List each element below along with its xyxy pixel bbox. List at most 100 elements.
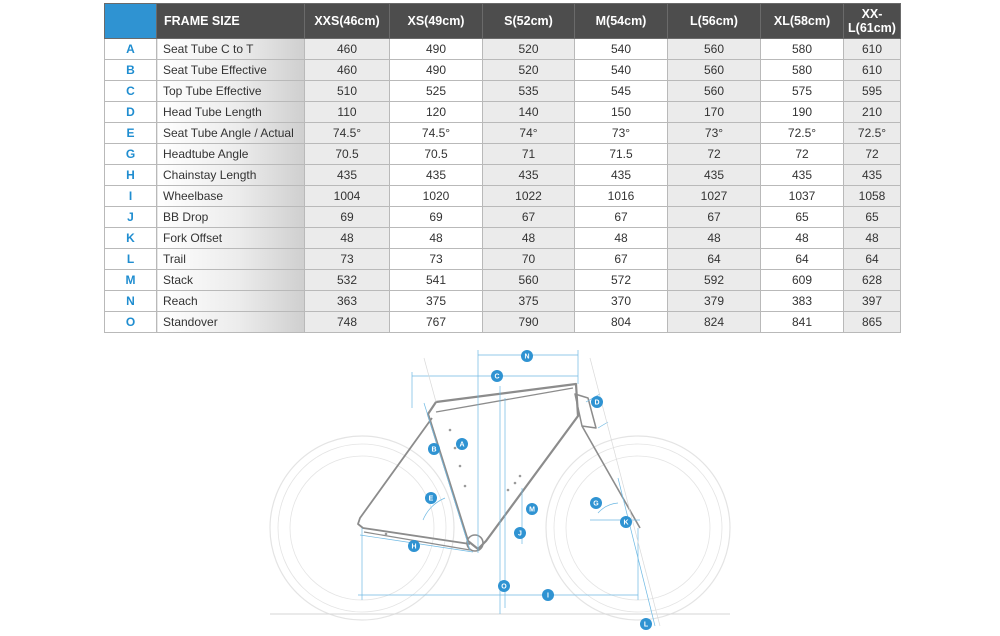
row-label: Standover	[156, 311, 305, 333]
row-letter: A	[104, 38, 157, 60]
row-value: 48	[482, 227, 575, 249]
row-value: 210	[843, 101, 901, 123]
row-value: 67	[482, 206, 575, 228]
row-value: 541	[389, 269, 483, 291]
row-label: Head Tube Length	[156, 101, 305, 123]
row-value: 1037	[760, 185, 844, 207]
row-value: 64	[843, 248, 901, 270]
size-header-l: L(56cm)	[667, 3, 761, 39]
row-value: 397	[843, 290, 901, 312]
size-header-xxl: XX-L(61cm)	[843, 3, 901, 39]
row-value: 510	[304, 80, 390, 102]
row-letter: E	[104, 122, 157, 144]
row-value: 70	[482, 248, 575, 270]
row-value: 460	[304, 59, 390, 81]
row-label: Seat Tube C to T	[156, 38, 305, 60]
row-value: 65	[843, 206, 901, 228]
row-value: 74°	[482, 122, 575, 144]
row-value: 490	[389, 59, 483, 81]
tag-j-label: J	[518, 531, 522, 538]
tag-l: L	[640, 618, 652, 630]
row-value: 74.5°	[304, 122, 390, 144]
row-value: 560	[667, 80, 761, 102]
row-letter: O	[104, 311, 157, 333]
row-value: 48	[304, 227, 390, 249]
row-value: 65	[760, 206, 844, 228]
row-value: 748	[304, 311, 390, 333]
row-value: 69	[304, 206, 390, 228]
row-value: 64	[760, 248, 844, 270]
row-value: 1020	[389, 185, 483, 207]
frame-size-heading: FRAME SIZE	[156, 3, 305, 39]
row-letter: N	[104, 290, 157, 312]
row-value: 72	[667, 143, 761, 165]
row-value: 560	[482, 269, 575, 291]
tag-g-label: G	[593, 501, 599, 508]
row-value: 610	[843, 38, 901, 60]
row-value: 824	[667, 311, 761, 333]
tag-c-label: C	[494, 374, 499, 381]
tag-c: C	[491, 370, 503, 382]
row-value: 767	[389, 311, 483, 333]
row-label: Wheelbase	[156, 185, 305, 207]
row-letter: M	[104, 269, 157, 291]
geometry-row: D Head Tube Length 110 120 140 150 170 190 210	[104, 101, 901, 123]
row-value: 379	[667, 290, 761, 312]
row-value: 190	[760, 101, 844, 123]
row-value: 560	[667, 59, 761, 81]
row-value: 435	[843, 164, 901, 186]
row-value: 540	[574, 59, 668, 81]
tag-i-label: I	[547, 593, 549, 600]
row-value: 74.5°	[389, 122, 483, 144]
geometry-table-body: A Seat Tube C to T 460 490 520 540 560 580 610 B S…	[104, 38, 901, 333]
row-label: Top Tube Effective	[156, 80, 305, 102]
row-value: 804	[574, 311, 668, 333]
row-value: 490	[389, 38, 483, 60]
row-value: 72	[843, 143, 901, 165]
row-value: 370	[574, 290, 668, 312]
tag-n-label: N	[524, 354, 529, 361]
row-value: 120	[389, 101, 483, 123]
size-header-xs: XS(49cm)	[389, 3, 483, 39]
row-value: 48	[760, 227, 844, 249]
tag-h: H	[408, 540, 420, 552]
row-value: 375	[389, 290, 483, 312]
row-value: 580	[760, 38, 844, 60]
row-value: 70.5	[304, 143, 390, 165]
row-value: 1058	[843, 185, 901, 207]
row-value: 71.5	[574, 143, 668, 165]
tag-m: M	[526, 503, 538, 515]
row-value: 110	[304, 101, 390, 123]
row-value: 435	[389, 164, 483, 186]
tag-a-label: A	[459, 442, 464, 449]
tag-b: B	[428, 443, 440, 455]
tag-e-label: E	[429, 496, 434, 503]
size-header-xxs: XXS(46cm)	[304, 3, 390, 39]
row-value: 1004	[304, 185, 390, 207]
row-value: 1027	[667, 185, 761, 207]
row-label: Trail	[156, 248, 305, 270]
row-value: 460	[304, 38, 390, 60]
row-value: 70.5	[389, 143, 483, 165]
row-value: 540	[574, 38, 668, 60]
row-label: Seat Tube Angle / Actual	[156, 122, 305, 144]
row-value: 363	[304, 290, 390, 312]
geometry-row: O Standover 748 767 790 804 824 841 865	[104, 311, 901, 333]
row-value: 1016	[574, 185, 668, 207]
row-value: 435	[574, 164, 668, 186]
row-value: 628	[843, 269, 901, 291]
row-value: 64	[667, 248, 761, 270]
row-value: 435	[482, 164, 575, 186]
row-value: 1022	[482, 185, 575, 207]
tag-g: G	[590, 497, 602, 509]
row-value: 532	[304, 269, 390, 291]
row-value: 48	[389, 227, 483, 249]
row-value: 72	[760, 143, 844, 165]
row-value: 73°	[667, 122, 761, 144]
geometry-row: I Wheelbase 1004 1020 1022 1016 1027 1037 1058	[104, 185, 901, 207]
row-value: 67	[574, 206, 668, 228]
row-label: Stack	[156, 269, 305, 291]
row-label: Reach	[156, 290, 305, 312]
size-header-s: S(52cm)	[482, 3, 575, 39]
row-label: Fork Offset	[156, 227, 305, 249]
